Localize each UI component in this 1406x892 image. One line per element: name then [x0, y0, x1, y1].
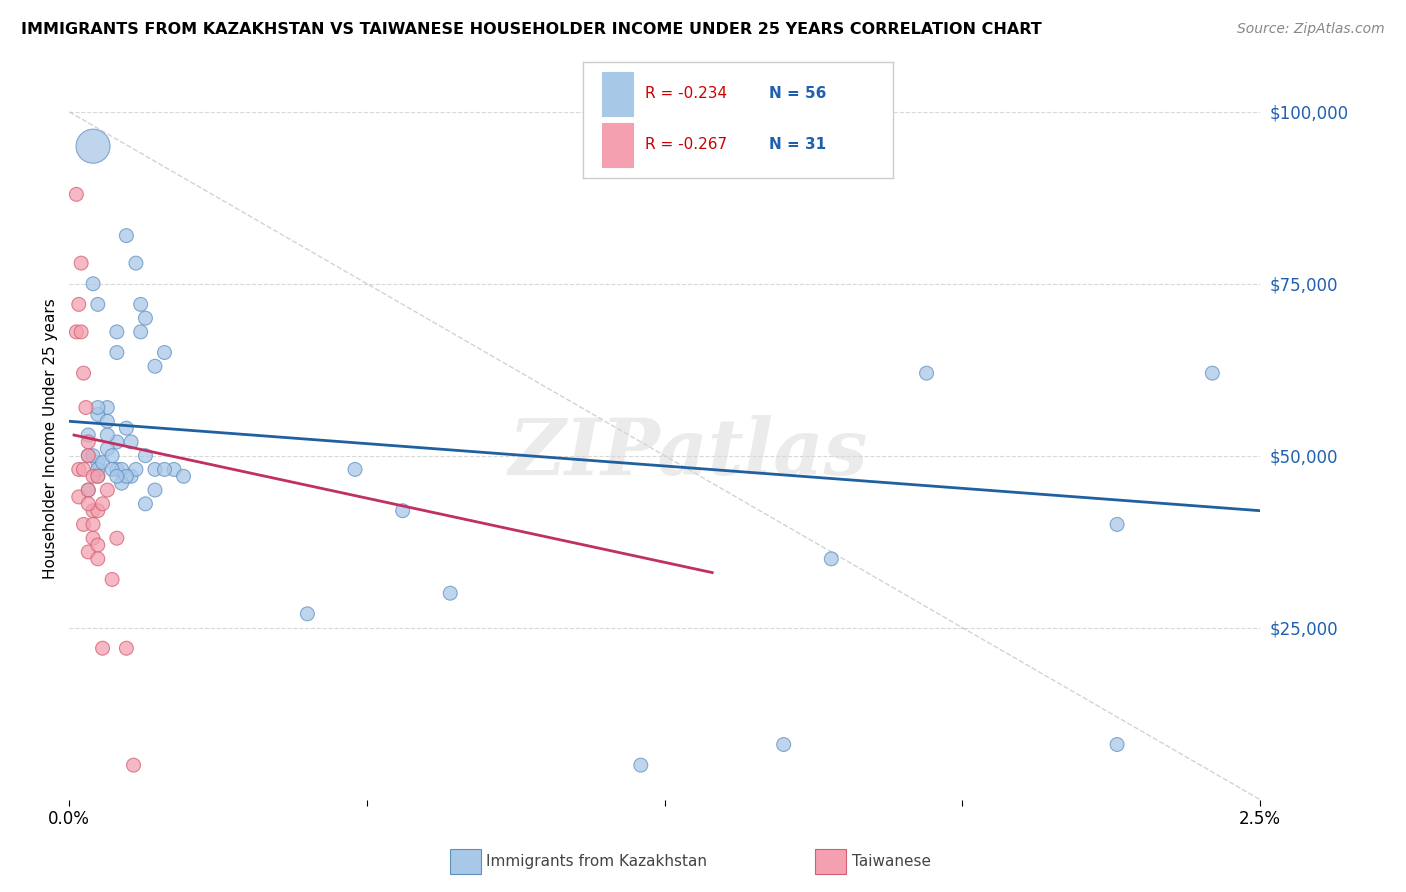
Point	[129, 297, 152, 311]
Point	[67, 462, 90, 476]
Text: IMMIGRANTS FROM KAZAKHSTAN VS TAIWANESE HOUSEHOLDER INCOME UNDER 25 YEARS CORREL: IMMIGRANTS FROM KAZAKHSTAN VS TAIWANESE …	[21, 22, 1042, 37]
Point	[439, 586, 461, 600]
Point	[105, 345, 128, 359]
Point	[153, 462, 176, 476]
Point	[87, 456, 110, 470]
Point	[72, 517, 94, 532]
Point	[115, 228, 138, 243]
Point	[82, 449, 104, 463]
Point	[129, 325, 152, 339]
Point	[820, 551, 842, 566]
Point	[111, 462, 134, 476]
Point	[82, 469, 104, 483]
Text: R = -0.267: R = -0.267	[645, 137, 727, 153]
Point	[65, 187, 87, 202]
Point	[96, 428, 118, 442]
Point	[82, 504, 104, 518]
Point	[82, 277, 104, 291]
Point	[82, 139, 104, 153]
Point	[91, 456, 114, 470]
Point	[77, 428, 100, 442]
Point	[67, 490, 90, 504]
Point	[120, 469, 142, 483]
Point	[630, 758, 652, 772]
Point	[77, 497, 100, 511]
Point	[391, 504, 413, 518]
Point	[82, 531, 104, 545]
Point	[111, 476, 134, 491]
Point	[77, 483, 100, 497]
Bar	[602, 71, 633, 116]
Point	[87, 504, 110, 518]
Text: R = -0.234: R = -0.234	[645, 87, 727, 102]
Point	[101, 462, 124, 476]
Point	[105, 325, 128, 339]
Y-axis label: Householder Income Under 25 years: Householder Income Under 25 years	[44, 298, 58, 579]
Point	[115, 641, 138, 656]
Point	[134, 449, 156, 463]
Point	[134, 311, 156, 326]
Point	[134, 497, 156, 511]
Text: Immigrants from Kazakhstan: Immigrants from Kazakhstan	[486, 855, 707, 869]
Point	[87, 469, 110, 483]
Point	[120, 434, 142, 449]
Point	[82, 517, 104, 532]
Point	[105, 434, 128, 449]
Point	[77, 545, 100, 559]
Point	[87, 297, 110, 311]
Point	[1107, 738, 1129, 752]
Point	[67, 297, 90, 311]
Text: N = 31: N = 31	[769, 137, 827, 153]
Point	[77, 483, 100, 497]
Point	[87, 401, 110, 415]
Point	[122, 758, 145, 772]
Point	[143, 483, 166, 497]
Point	[96, 483, 118, 497]
Point	[96, 414, 118, 428]
Bar	[602, 123, 633, 167]
Text: ZIPatlas: ZIPatlas	[509, 415, 868, 491]
Point	[915, 366, 938, 380]
Point	[163, 462, 186, 476]
Point	[115, 469, 138, 483]
Point	[153, 345, 176, 359]
Point	[70, 256, 93, 270]
Point	[297, 607, 319, 621]
Point	[87, 408, 110, 422]
Point	[87, 538, 110, 552]
Point	[96, 401, 118, 415]
Point	[772, 738, 794, 752]
Point	[101, 573, 124, 587]
Point	[143, 359, 166, 374]
Point	[77, 449, 100, 463]
Point	[87, 469, 110, 483]
Point	[72, 366, 94, 380]
Point	[91, 497, 114, 511]
Point	[143, 462, 166, 476]
Point	[96, 442, 118, 456]
Point	[87, 462, 110, 476]
Point	[77, 449, 100, 463]
Point	[173, 469, 195, 483]
Point	[70, 325, 93, 339]
Text: Taiwanese: Taiwanese	[852, 855, 931, 869]
Point	[1201, 366, 1223, 380]
Point	[125, 462, 148, 476]
Point	[343, 462, 366, 476]
Point	[91, 641, 114, 656]
Text: Source: ZipAtlas.com: Source: ZipAtlas.com	[1237, 22, 1385, 37]
Point	[105, 469, 128, 483]
Point	[75, 401, 97, 415]
Point	[105, 531, 128, 545]
Text: N = 56: N = 56	[769, 87, 827, 102]
Point	[72, 462, 94, 476]
Point	[115, 421, 138, 435]
Point	[77, 434, 100, 449]
Point	[101, 449, 124, 463]
Point	[125, 256, 148, 270]
Point	[105, 462, 128, 476]
Point	[87, 551, 110, 566]
Point	[65, 325, 87, 339]
Point	[1107, 517, 1129, 532]
